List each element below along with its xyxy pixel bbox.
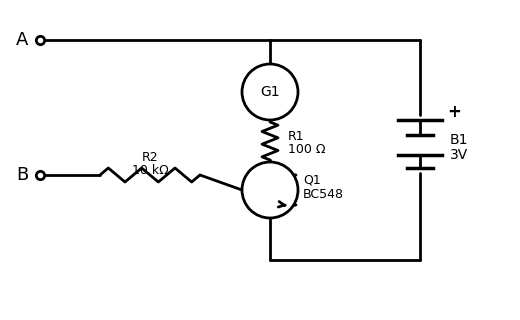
Text: 10 kΩ: 10 kΩ [132,164,168,177]
Text: B: B [16,166,28,184]
Text: +: + [447,103,461,121]
Text: 3V: 3V [450,148,468,162]
Text: G1: G1 [260,85,280,99]
Text: 100 Ω: 100 Ω [288,142,326,156]
Circle shape [242,64,298,120]
Circle shape [242,162,298,218]
Text: R1: R1 [288,130,305,142]
Text: A: A [16,31,28,49]
Text: R2: R2 [141,150,158,164]
Text: Q1: Q1 [303,173,321,187]
Text: B1: B1 [450,133,469,147]
Text: BC548: BC548 [303,188,344,201]
